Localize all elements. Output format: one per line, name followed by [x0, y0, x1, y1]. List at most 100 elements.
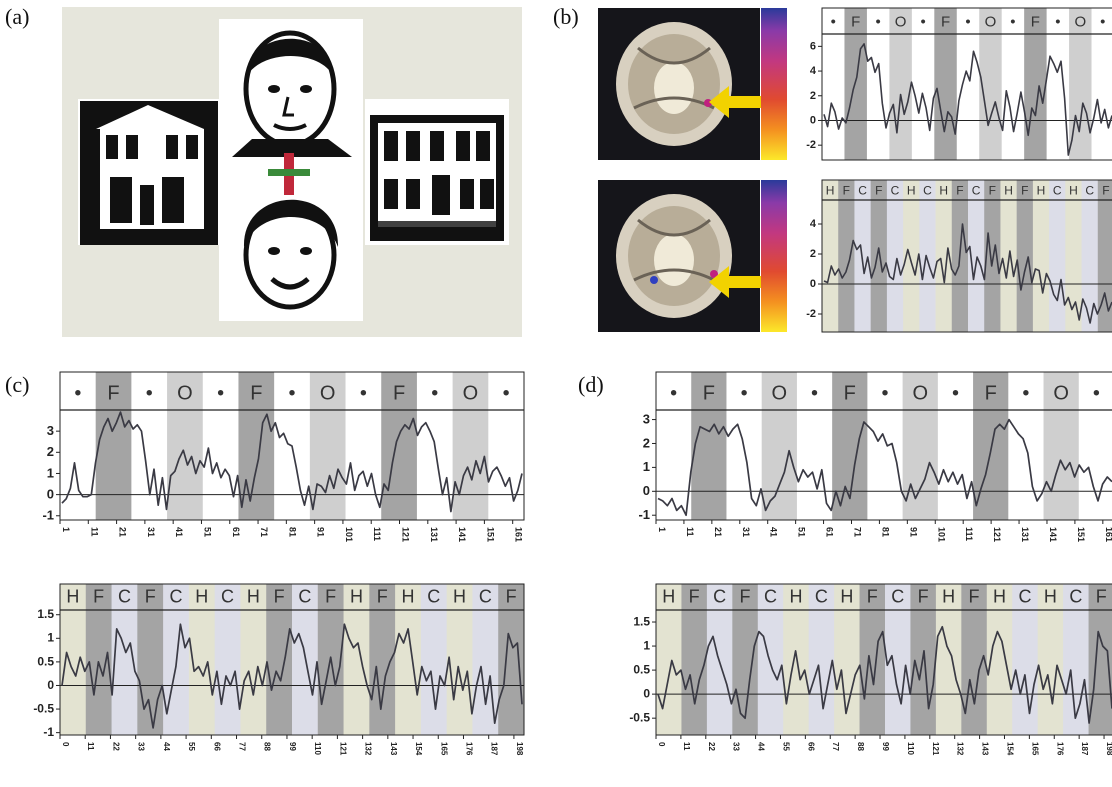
block-label: H	[840, 587, 853, 607]
condition-block	[979, 8, 1003, 160]
block-label: F	[844, 382, 856, 404]
x-tick-label: 131	[429, 527, 439, 542]
block-label: F	[689, 587, 700, 607]
block-label: F	[325, 587, 336, 607]
condition-block	[956, 8, 980, 160]
stimulus-images	[78, 19, 509, 321]
condition-block	[1046, 8, 1070, 160]
block-label: F	[843, 183, 850, 197]
signal-trace	[61, 411, 523, 513]
block-label: H	[662, 587, 675, 607]
x-tick-label: 154	[414, 742, 423, 756]
condition-block	[808, 584, 835, 735]
condition-block	[214, 584, 241, 735]
condition-block	[757, 584, 784, 735]
y-tick-label: 0	[810, 278, 816, 290]
block-label: H	[993, 587, 1006, 607]
block-label: C	[923, 183, 932, 197]
condition-block	[1063, 584, 1090, 735]
y-tick-label: 2	[47, 444, 54, 459]
block-label: C	[972, 183, 981, 197]
condition-block	[822, 8, 845, 160]
block-label: C	[427, 587, 440, 607]
x-tick-label: 51	[202, 527, 212, 537]
x-tick-label: 141	[457, 527, 467, 542]
condition-block	[844, 8, 868, 160]
block-label: F	[703, 382, 715, 404]
x-tick-label: 61	[231, 527, 241, 537]
y-tick-label: 2	[810, 248, 816, 260]
x-tick-label: 121	[992, 527, 1002, 542]
y-tick-label: 0	[643, 483, 650, 498]
condition-block	[656, 584, 682, 735]
x-tick-label: 41	[769, 527, 779, 537]
condition-block	[761, 372, 798, 520]
x-tick-label: 22	[707, 742, 716, 751]
signal-trace	[61, 623, 523, 729]
condition-block	[886, 180, 904, 332]
condition-block	[343, 584, 370, 735]
block-label: C	[1053, 183, 1062, 197]
block-label: O	[463, 382, 479, 404]
block-label: H	[942, 587, 955, 607]
brain-slice-bottom	[598, 180, 760, 332]
block-label: F	[1031, 14, 1040, 31]
condition-block	[838, 180, 855, 332]
timecourse-d-bottom: H F C F C H C H F C F H F H C H C F1.510.50-0.50 11 22 33 44 5…	[629, 583, 1112, 756]
condition-block	[889, 8, 913, 160]
y-tick-label: 4	[810, 65, 817, 77]
block-label: F	[740, 587, 751, 607]
x-tick-label: 99	[288, 742, 297, 751]
x-tick-label: 1	[61, 527, 71, 532]
x-tick-label: 88	[856, 742, 865, 751]
condition-block	[1024, 8, 1048, 160]
x-tick-label: 121	[338, 742, 347, 756]
x-tick-label: 143	[981, 742, 990, 756]
y-tick-label: 4	[810, 218, 817, 230]
x-tick-label: 154	[1005, 742, 1014, 756]
y-tick-label: -1	[43, 725, 54, 739]
block-label: C	[221, 587, 234, 607]
block-label: •	[146, 382, 153, 404]
x-tick-label: 66	[212, 742, 221, 751]
x-tick-label: 141	[1048, 527, 1058, 542]
block-label: •	[876, 14, 881, 31]
condition-block	[870, 180, 888, 332]
colorbar-bottom	[761, 180, 787, 332]
x-tick-label: 101	[936, 527, 946, 542]
y-tick-label: 1	[47, 465, 54, 480]
x-tick-label: 81	[880, 527, 890, 537]
y-tick-label: 0	[47, 486, 54, 501]
x-tick-label: 61	[825, 527, 835, 537]
condition-block	[381, 372, 418, 520]
block-label: •	[881, 382, 888, 404]
condition-block	[395, 584, 422, 735]
block-label: O	[320, 382, 336, 404]
x-tick-label: 165	[439, 742, 448, 756]
condition-block	[95, 372, 132, 520]
condition-block	[1016, 180, 1034, 332]
block-label: F	[107, 382, 119, 404]
block-label: C	[713, 587, 726, 607]
y-tick-label: 1	[643, 638, 650, 652]
y-tick-label: 0	[47, 678, 54, 692]
x-tick-label: 11	[685, 527, 695, 537]
block-label: F	[1021, 183, 1028, 197]
y-tick-label: 1	[47, 631, 54, 645]
timecourse-b-top: • F • O • F • O • F • O • 6 4 2 0 -2	[806, 7, 1112, 161]
block-label: H	[195, 587, 208, 607]
block-label: •	[288, 382, 295, 404]
x-tick-label: 66	[806, 742, 815, 751]
condition-block	[681, 584, 708, 735]
x-tick-label: 91	[316, 527, 326, 537]
signal-trace	[657, 625, 1112, 724]
x-tick-label: 71	[259, 527, 269, 537]
x-tick-label: 11	[86, 742, 95, 751]
x-tick-label: 55	[781, 742, 790, 751]
house-image-left	[78, 99, 220, 245]
condition-block	[452, 372, 489, 520]
x-tick-label: 110	[906, 742, 915, 755]
condition-block	[1032, 180, 1050, 332]
y-tick-label: 2	[810, 90, 816, 102]
